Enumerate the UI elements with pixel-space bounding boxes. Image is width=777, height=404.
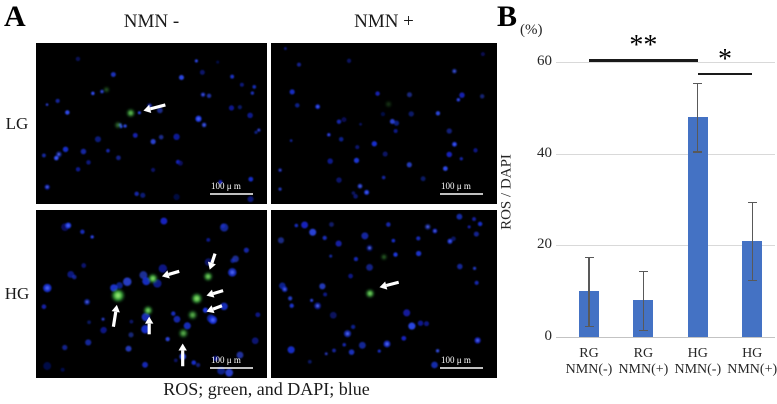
y-tick-label: 40 — [537, 144, 552, 161]
ros-green-spots — [111, 272, 213, 338]
error-bar — [751, 201, 753, 280]
scale-bar-label: 100 μ m — [441, 181, 471, 191]
dapi-nuclei — [277, 213, 483, 369]
significance-line — [697, 73, 753, 76]
gridline — [556, 62, 775, 63]
scale-bar: 100 μ m — [440, 181, 483, 195]
arrow-icon — [207, 253, 217, 270]
error-bar-cap — [584, 256, 594, 259]
column-header-nmn-plus: NMN + — [354, 11, 414, 32]
y-axis-unit-label: (%) — [520, 22, 543, 38]
scale-bar-label: 100 μ m — [441, 355, 471, 365]
micrograph-lg-nmn-plus: 100 μ m — [271, 43, 497, 204]
x-axis-label: HG NMN(+) — [727, 346, 777, 377]
error-bar-cap — [584, 325, 594, 327]
arrow-icon — [143, 103, 166, 113]
y-tick-label: 0 — [544, 328, 553, 344]
scale-bar: 100 μ m — [210, 181, 253, 195]
panel-a: A NMN - NMN + LG HG 100 μ m 100 μ m 100 … — [4, 0, 497, 399]
x-axis-label: RG NMN(-) — [565, 346, 613, 377]
error-bar-cap — [693, 82, 703, 84]
ros-green-spots — [365, 254, 387, 298]
error-bar-cap — [747, 279, 757, 281]
y-tick-label: 20 — [537, 236, 552, 253]
error-bar-cap — [693, 151, 703, 153]
panel-b-label: B — [497, 0, 518, 33]
error-bar-cap — [638, 330, 648, 332]
scale-bar-label: 100 μ m — [211, 181, 241, 191]
error-bar-cap — [747, 201, 757, 204]
arrow-icon — [206, 304, 223, 314]
figure-caption: ROS; green, and DAPI; blue — [163, 379, 370, 399]
arrow-icon — [206, 289, 224, 298]
x-axis-label: RG NMN(+) — [618, 346, 669, 377]
ros-green-spots — [385, 100, 392, 108]
micrograph-background — [36, 43, 267, 204]
scale-bar: 100 μ m — [210, 355, 253, 369]
significance-line — [589, 59, 698, 62]
ros-green-spots — [103, 86, 135, 129]
error-bar — [588, 256, 590, 326]
gridline — [556, 245, 775, 247]
micrograph-hg-nmn-minus: 100 μ m — [36, 210, 267, 378]
error-bar-cap — [638, 270, 648, 272]
micrograph-hg-nmn-plus: 100 μ m — [271, 210, 497, 378]
panel-a-label: A — [4, 0, 26, 33]
x-axis-label: HG NMN(-) — [674, 346, 722, 377]
error-bar — [642, 270, 645, 331]
bar-hg-nmn- — [742, 240, 763, 337]
micrograph-background — [36, 210, 267, 378]
arrow-icon — [161, 269, 180, 279]
micrograph-lg-nmn-minus: 100 μ m — [36, 43, 267, 204]
x-axis-line — [556, 337, 775, 338]
significance-label: * — [718, 44, 732, 75]
row-header-lg: LG — [5, 113, 29, 133]
error-bar — [697, 82, 699, 152]
gridline — [556, 153, 775, 155]
arrow-icon — [144, 316, 154, 335]
dapi-nuclei — [278, 47, 485, 199]
significance-label: ** — [629, 30, 658, 61]
panel-b: B (%) ROS / DAPI 0 20 40 60 RG NMN(-) RG NMN(+)… — [490, 0, 777, 404]
arrow-icon — [111, 304, 120, 328]
dapi-nuclei — [41, 56, 261, 203]
y-tick-label: 60 — [537, 53, 552, 69]
arrow-icon — [178, 343, 187, 367]
row-header-hg: HG — [4, 284, 30, 303]
y-axis-title: ROS / DAPI — [498, 154, 515, 230]
column-header-nmn-minus: NMN - — [123, 11, 180, 32]
scale-bar-label: 100 μ m — [211, 355, 241, 365]
bar-hg-nmn- — [687, 117, 708, 337]
scale-bar: 100 μ m — [440, 355, 483, 369]
micrograph-background — [271, 43, 497, 204]
arrow-icon — [379, 280, 400, 290]
micrograph-background — [271, 210, 497, 378]
